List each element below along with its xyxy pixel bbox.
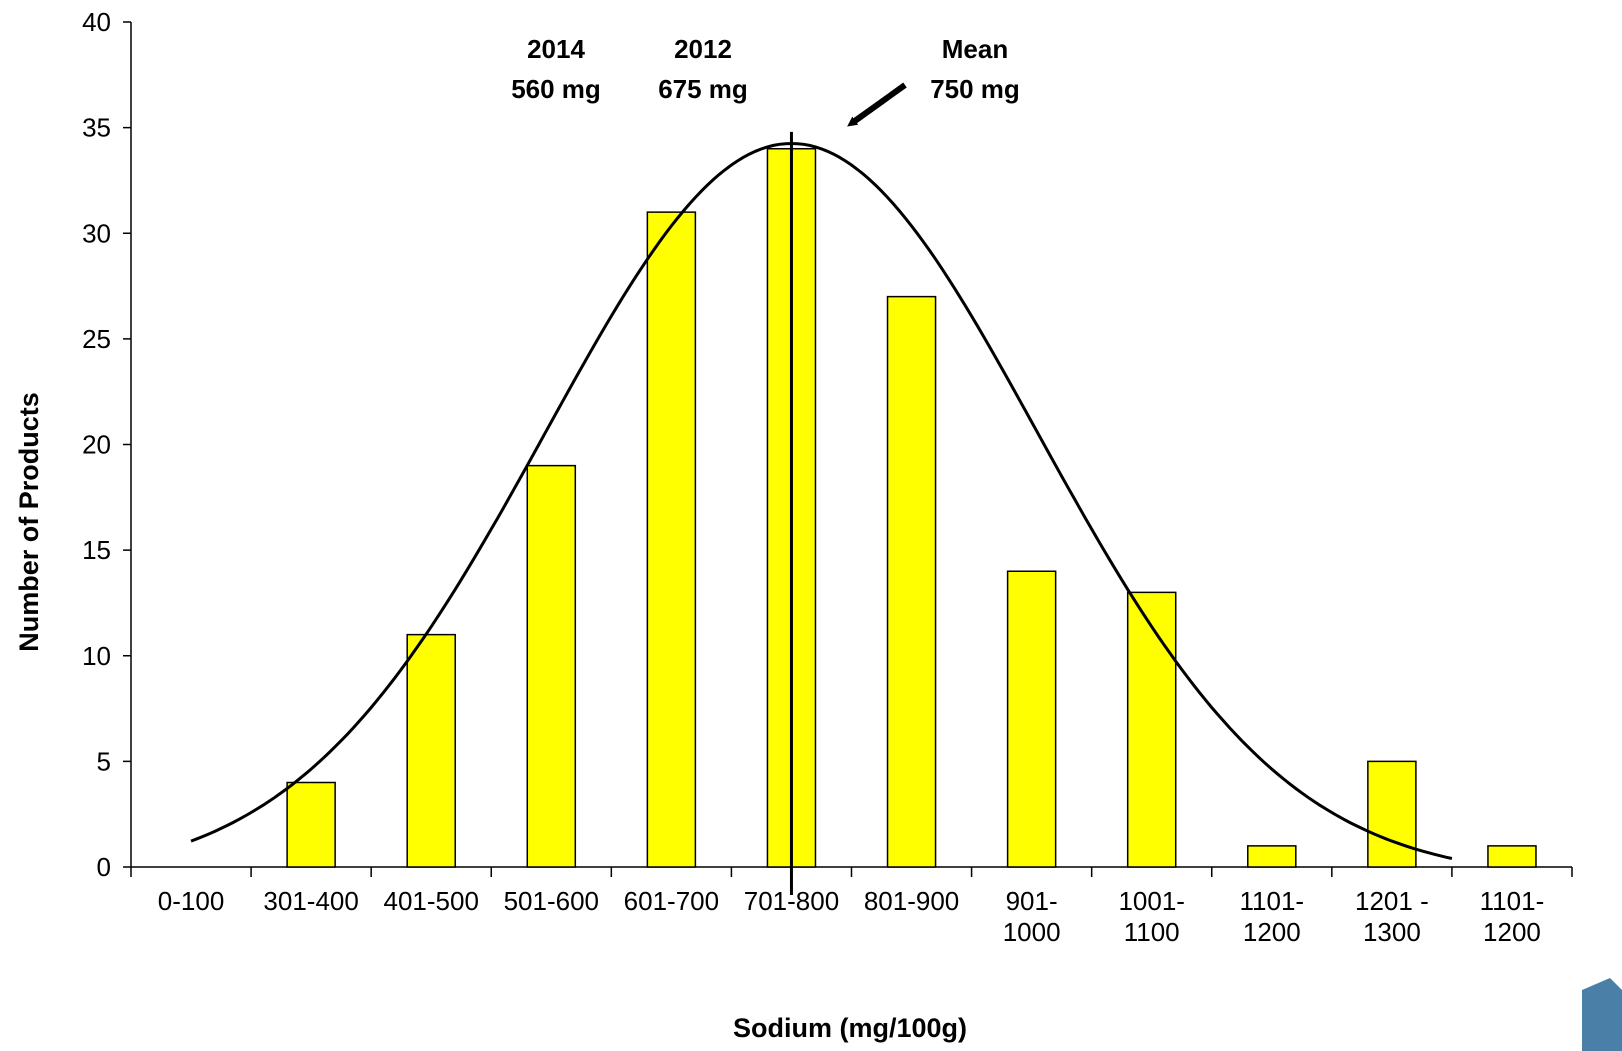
page-corner-icon [1582, 978, 1622, 1051]
x-tick-label: 601-700 [624, 886, 719, 916]
y-tick-label: 35 [82, 113, 111, 143]
annotation-line: Mean [942, 34, 1008, 64]
x-tick-label-line: 1200 [1483, 917, 1541, 947]
bar [286, 781, 336, 868]
x-tick-label-line: 401-500 [383, 886, 478, 916]
y-tick-label: 40 [82, 7, 111, 37]
x-tick-label-line: 601-700 [624, 886, 719, 916]
x-tick-label: 1101-1200 [1480, 886, 1545, 947]
y-tick-label: 30 [82, 218, 111, 248]
bar [1126, 591, 1177, 868]
x-tick-label-line: 0-100 [158, 886, 225, 916]
y-axis: 0 5 10 15 20 25 30 35 40 [82, 7, 132, 882]
x-tick-label: 301-400 [263, 886, 358, 916]
bar [1487, 845, 1537, 868]
x-tick-label: 1001-1100 [1118, 886, 1185, 947]
y-tick-label: 20 [82, 430, 111, 460]
bar [1367, 760, 1417, 868]
x-tick-label-line: 1100 [1124, 917, 1180, 947]
y-tick-label: 0 [97, 852, 111, 882]
annotation-line: 2012 [674, 34, 732, 64]
normal-curve [190, 141, 1453, 860]
y-tick-label: 10 [82, 641, 111, 671]
x-tick-label-line: 1201 - [1355, 886, 1429, 916]
x-tick-label: 1101-1200 [1240, 886, 1305, 947]
y-tick-label: 15 [82, 535, 111, 565]
x-tick-label-line: 901- [1006, 886, 1058, 916]
bars [286, 148, 1537, 868]
annotation-line: 560 mg [511, 74, 601, 104]
annotation: Mean 750 mg [930, 34, 1020, 104]
x-tick-label-line: 1001- [1118, 886, 1185, 916]
annotations: 2014 560 mg 2012 675 mg Mean 750 mg [511, 34, 1020, 127]
bar [526, 464, 577, 868]
x-tick-label: 801-900 [864, 886, 959, 916]
fitted-curve [190, 141, 1453, 860]
x-tick-label-line: 801-900 [864, 886, 959, 916]
x-axis: 0-100 301-400 401-500 501-600 601-700 701-800… [130, 866, 1573, 947]
x-tick-label-line: 1101- [1240, 886, 1305, 916]
annotation: 2012 675 mg [658, 34, 748, 104]
bar [646, 211, 697, 868]
x-tick-label-line: 501-600 [504, 886, 599, 916]
x-tick-label: 401-500 [383, 886, 478, 916]
annotation: 2014 560 mg [511, 34, 601, 104]
x-tick-label: 501-600 [504, 886, 599, 916]
x-tick-label-line: 1101- [1480, 886, 1545, 916]
annotation-line: 675 mg [658, 74, 748, 104]
bar [886, 295, 937, 868]
x-tick-label-line: 301-400 [263, 886, 358, 916]
x-tick-label: 1201 -1300 [1355, 886, 1429, 947]
x-tick-label: 0-100 [158, 886, 225, 916]
mean-arrow [847, 82, 907, 127]
annotation-line: 2014 [527, 34, 585, 64]
bar [406, 633, 456, 868]
bar [1247, 845, 1297, 868]
x-tick-label-line: 1300 [1363, 917, 1421, 947]
x-axis-title: Sodium (mg/100g) [733, 1013, 967, 1043]
x-tick-label: 901-1000 [1003, 886, 1061, 947]
x-tick-label-line: 1000 [1003, 917, 1061, 947]
bar [1006, 570, 1057, 868]
annotation-line: 750 mg [930, 74, 1020, 104]
x-tick-label-line: 1200 [1243, 917, 1301, 947]
y-axis-title: Number of Products [14, 392, 44, 652]
y-tick-label: 25 [82, 324, 111, 354]
y-tick-label: 5 [97, 746, 111, 776]
